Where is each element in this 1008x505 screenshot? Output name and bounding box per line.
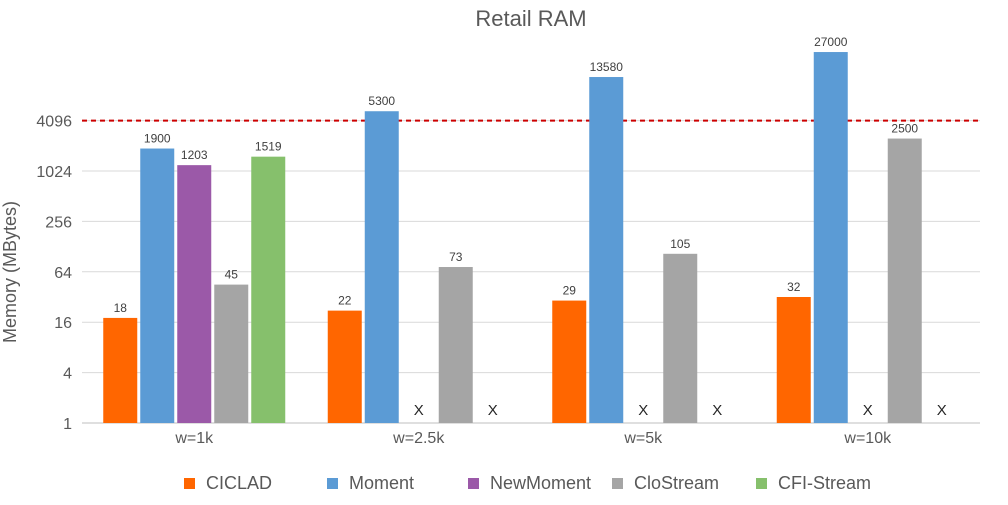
data-label: 105: [670, 237, 690, 251]
bar: [251, 156, 286, 423]
legend-swatch: [756, 478, 767, 489]
bar: [552, 300, 587, 423]
y-axis-label: Memory (MBytes): [0, 201, 20, 343]
data-label: 1900: [144, 132, 171, 146]
bar: [776, 297, 811, 423]
data-label: 18: [114, 301, 128, 315]
y-tick-labels: 1 4 16 64 256 1024 4096: [36, 114, 72, 433]
bar: [887, 138, 922, 423]
missing-value-marker: X: [638, 402, 648, 419]
data-label: 45: [225, 268, 239, 282]
data-label: 22: [338, 294, 352, 308]
bar: [364, 111, 399, 423]
data-label: 27000: [814, 35, 848, 49]
x-tick-label: w=1k: [174, 430, 214, 447]
data-label: 1203: [181, 148, 208, 162]
bar: [438, 267, 473, 423]
bar: [140, 148, 175, 424]
bar: [177, 165, 212, 423]
x-tick-labels: w=1k w=2.5k w=5k w=10k: [174, 430, 892, 447]
y-tick-label: 4: [63, 366, 72, 383]
bar: [663, 253, 698, 423]
legend-swatch: [468, 478, 479, 489]
legend-label: CFI-Stream: [778, 473, 871, 493]
legend-swatch: [184, 478, 195, 489]
data-label: 73: [449, 250, 463, 264]
bar: [589, 77, 624, 423]
legend: CICLAD Moment NewMoment CloStream CFI-Stream: [184, 473, 871, 493]
data-label: 13580: [590, 60, 624, 74]
legend-label: Moment: [349, 473, 414, 493]
data-label: 32: [787, 280, 801, 294]
y-tick-label: 16: [54, 315, 72, 332]
missing-value-marker: X: [937, 402, 947, 419]
data-label: 29: [563, 284, 577, 298]
x-tick-label: w=10k: [843, 430, 892, 447]
missing-value-marker: X: [414, 402, 424, 419]
data-label: 2500: [891, 122, 918, 136]
missing-value-marker: X: [488, 402, 498, 419]
x-tick-label: w=5k: [623, 430, 663, 447]
data-label: 1519: [255, 140, 282, 154]
bar: [327, 310, 362, 423]
y-tick-label: 256: [45, 214, 72, 231]
legend-label: CloStream: [634, 473, 719, 493]
missing-value-marker: X: [712, 402, 722, 419]
x-tick-label: w=2.5k: [392, 430, 445, 447]
legend-label: CICLAD: [206, 473, 272, 493]
y-tick-label: 1024: [36, 164, 72, 181]
missing-value-marker: X: [863, 402, 873, 419]
bar: [214, 284, 249, 423]
data-labels: 18 1900 1203 45 1519 22 5300 X 73 X 29 13580 X 105 X 32…: [114, 35, 947, 419]
bar: [103, 317, 138, 423]
y-tick-label: 64: [54, 265, 72, 282]
legend-swatch: [612, 478, 623, 489]
chart-title: Retail RAM: [475, 6, 586, 31]
legend-label: NewMoment: [490, 473, 591, 493]
data-label: 5300: [368, 94, 395, 108]
bar: [813, 52, 848, 424]
bars: [103, 52, 922, 424]
y-tick-label: 4096: [36, 114, 72, 131]
legend-swatch: [327, 478, 338, 489]
y-tick-label: 1: [63, 416, 72, 433]
